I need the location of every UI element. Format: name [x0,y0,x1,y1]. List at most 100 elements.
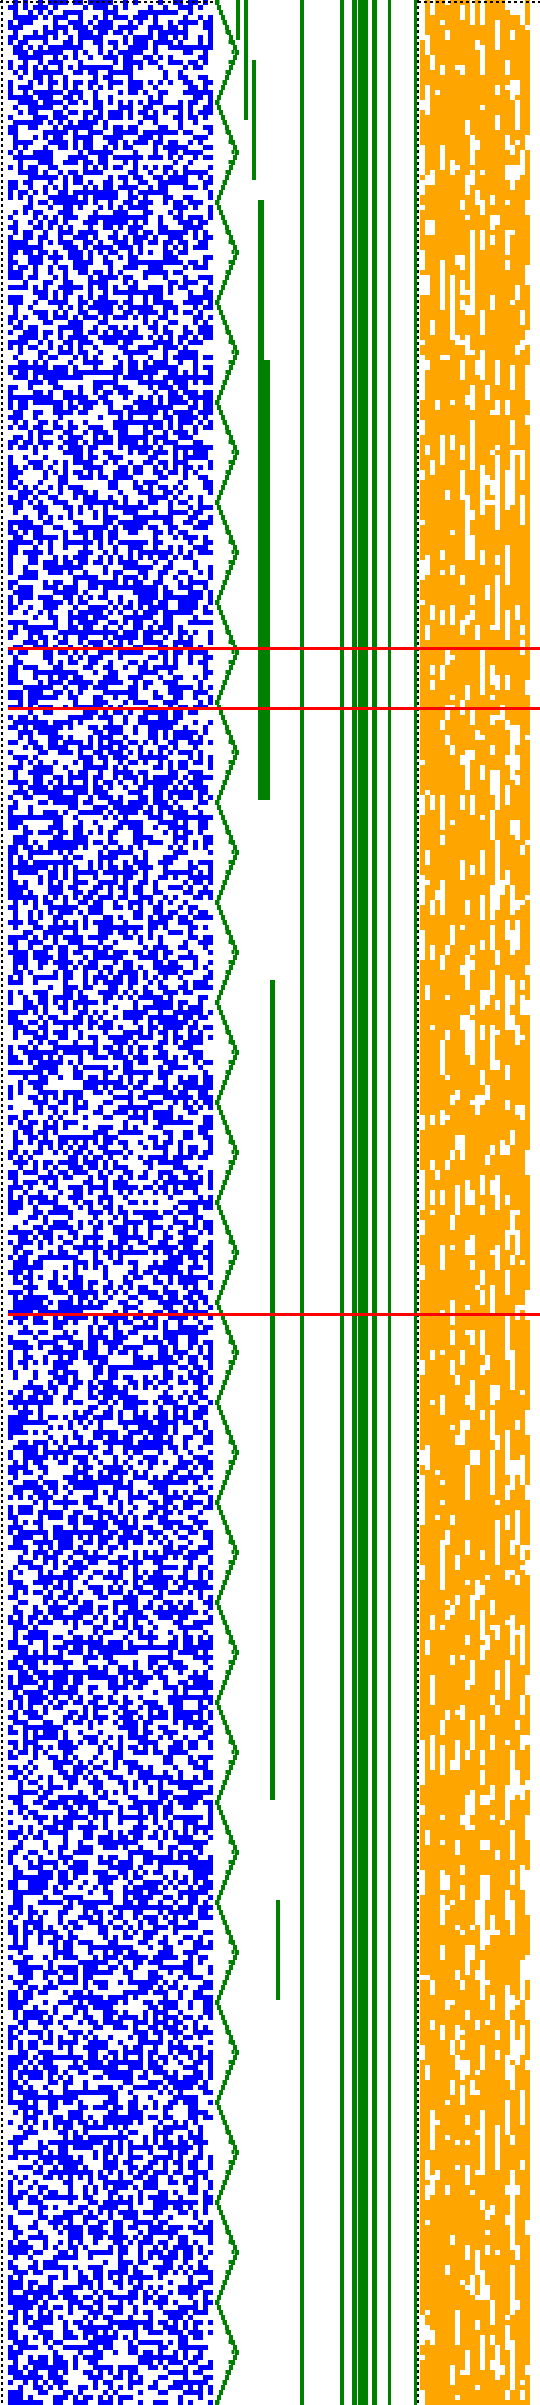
blue-cell [13,375,28,380]
blue-cell [128,445,153,450]
blue-cell [93,975,108,980]
blue-cell [128,685,138,690]
blue-cell [38,160,53,165]
blue-cell [158,125,168,130]
blue-cell [33,1320,48,1325]
blue-cell [178,1770,183,1775]
blue-cell [18,1255,28,1260]
blue-cell [28,635,33,640]
blue-cell [188,1270,193,1275]
blue-cell [178,920,193,925]
blue-cell [48,1225,73,1230]
blue-cell [8,1525,23,1530]
blue-cell [28,735,33,740]
blue-cell [73,1235,78,1240]
blue-cell [103,870,138,875]
blue-cell [153,2300,168,2305]
blue-cell [153,905,163,910]
blue-cell [138,1705,143,1710]
blue-cell [198,5,203,10]
blue-cell [103,315,108,320]
blue-cell [73,1925,83,1930]
blue-cell [118,1585,123,1590]
blue-cell [73,965,78,970]
blue-cell [133,150,138,155]
blue-cell [128,1850,153,1855]
blue-cell [158,1175,163,1180]
blue-cell [93,105,103,110]
blue-cell [23,2080,28,2085]
blue-cell [113,770,133,775]
blue-cell [198,2250,203,2255]
blue-cell [8,1570,13,1575]
blue-cell [128,1295,138,1300]
blue-cell [163,1370,173,1375]
blue-cell [53,665,63,670]
random-bit-region [8,0,213,2405]
blue-cell [133,15,148,20]
blue-cell [208,1260,213,1265]
blue-cell [168,1295,178,1300]
blue-cell [118,1670,143,1675]
blue-cell [8,1465,28,1470]
blue-cell [128,2280,133,2285]
blue-cell [188,550,193,555]
blue-cell [8,300,23,305]
blue-cell [198,790,208,795]
blue-cell [48,890,63,895]
blue-cell [203,1225,213,1230]
blue-cell [18,525,43,530]
blue-cell [193,2335,203,2340]
blue-cell [53,1315,58,1320]
blue-cell [38,1245,43,1250]
blue-cell [53,215,58,220]
blue-cell [128,80,143,85]
blue-cell [193,1725,203,1730]
blue-cell [8,1115,18,1120]
blue-cell [158,1965,193,1970]
blue-cell [63,1150,68,1155]
blue-cell [133,2085,158,2090]
blue-cell [173,640,193,645]
blue-cell [153,1115,173,1120]
blue-cell [78,2100,83,2105]
blue-cell [203,1660,208,1665]
blue-cell [98,715,113,720]
blue-cell [178,415,198,420]
blue-cell [163,735,168,740]
blue-cell [208,1540,213,1545]
blue-cell [8,2055,28,2060]
blue-cell [58,2145,68,2150]
blue-cell [93,1130,108,1135]
blue-cell [113,130,138,135]
blue-cell [123,1275,128,1280]
blue-cell [98,745,113,750]
blue-cell [183,1690,188,1695]
blue-cell [143,365,178,370]
blue-cell [203,2010,213,2015]
blue-cell [188,1855,198,1860]
blue-cell [118,1525,138,1530]
blue-cell [83,1140,88,1145]
blue-cell [68,1865,88,1870]
blue-cell [58,950,68,955]
blue-cell [198,1960,203,1965]
blue-cell [133,1125,138,1130]
blue-cell [78,655,83,660]
blue-cell [188,1540,193,1545]
blue-cell [48,660,53,665]
blue-cell [68,2230,83,2235]
blue-cell [198,1295,208,1300]
blue-cell [13,1405,18,1410]
blue-cell [158,980,163,985]
blue-cell [108,1910,113,1915]
blue-cell [183,345,188,350]
blue-cell [23,2175,28,2180]
blue-cell [173,2170,183,2175]
blue-cell [193,1455,208,1460]
blue-cell [78,390,83,395]
blue-cell [163,1060,178,1065]
blue-cell [193,2155,203,2160]
blue-cell [138,1680,148,1685]
blue-cell [133,465,143,470]
